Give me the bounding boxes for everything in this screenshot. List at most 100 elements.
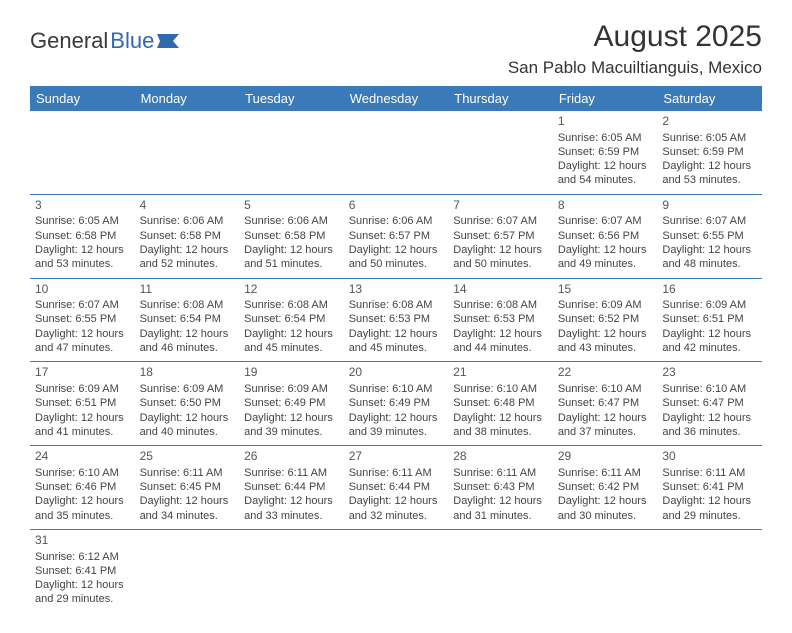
calendar-day-cell: 26Sunrise: 6:11 AMSunset: 6:44 PMDayligh… [239, 446, 344, 530]
calendar-day-cell: 6Sunrise: 6:06 AMSunset: 6:57 PMDaylight… [344, 194, 449, 278]
day-number: 13 [349, 282, 444, 298]
calendar-day-cell: 13Sunrise: 6:08 AMSunset: 6:53 PMDayligh… [344, 278, 449, 362]
daylight-text: Daylight: 12 hours [453, 243, 548, 257]
calendar-day-cell: 25Sunrise: 6:11 AMSunset: 6:45 PMDayligh… [135, 446, 240, 530]
day-number: 23 [662, 365, 757, 381]
sunrise-text: Sunrise: 6:11 AM [558, 466, 653, 480]
daylight-text: Daylight: 12 hours [662, 327, 757, 341]
daylight-text: and 40 minutes. [140, 425, 235, 439]
calendar-table: Sunday Monday Tuesday Wednesday Thursday… [30, 86, 762, 613]
daylight-text: Daylight: 12 hours [140, 243, 235, 257]
daylight-text: and 35 minutes. [35, 509, 130, 523]
sunrise-text: Sunrise: 6:12 AM [35, 550, 130, 564]
sunrise-text: Sunrise: 6:09 AM [244, 382, 339, 396]
calendar-week-row: 17Sunrise: 6:09 AMSunset: 6:51 PMDayligh… [30, 362, 762, 446]
day-number: 12 [244, 282, 339, 298]
logo: General Blue [30, 28, 179, 54]
daylight-text: Daylight: 12 hours [558, 494, 653, 508]
sunset-text: Sunset: 6:58 PM [140, 229, 235, 243]
calendar-day-cell: 22Sunrise: 6:10 AMSunset: 6:47 PMDayligh… [553, 362, 658, 446]
daylight-text: Daylight: 12 hours [349, 494, 444, 508]
daylight-text: Daylight: 12 hours [140, 327, 235, 341]
calendar-week-row: 1Sunrise: 6:05 AMSunset: 6:59 PMDaylight… [30, 111, 762, 194]
day-number: 24 [35, 449, 130, 465]
weekday-wednesday: Wednesday [344, 86, 449, 111]
calendar-day-cell [30, 111, 135, 194]
day-number: 28 [453, 449, 548, 465]
daylight-text: Daylight: 12 hours [35, 411, 130, 425]
calendar-day-cell: 1Sunrise: 6:05 AMSunset: 6:59 PMDaylight… [553, 111, 658, 194]
sunset-text: Sunset: 6:45 PM [140, 480, 235, 494]
calendar-week-row: 10Sunrise: 6:07 AMSunset: 6:55 PMDayligh… [30, 278, 762, 362]
daylight-text: Daylight: 12 hours [453, 327, 548, 341]
daylight-text: Daylight: 12 hours [453, 494, 548, 508]
sunset-text: Sunset: 6:57 PM [453, 229, 548, 243]
day-number: 17 [35, 365, 130, 381]
sunrise-text: Sunrise: 6:06 AM [140, 214, 235, 228]
daylight-text: Daylight: 12 hours [558, 243, 653, 257]
calendar-day-cell: 23Sunrise: 6:10 AMSunset: 6:47 PMDayligh… [657, 362, 762, 446]
sunrise-text: Sunrise: 6:07 AM [453, 214, 548, 228]
sunrise-text: Sunrise: 6:07 AM [35, 298, 130, 312]
sunrise-text: Sunrise: 6:08 AM [140, 298, 235, 312]
daylight-text: and 30 minutes. [558, 509, 653, 523]
sunset-text: Sunset: 6:44 PM [349, 480, 444, 494]
daylight-text: Daylight: 12 hours [244, 327, 339, 341]
day-number: 21 [453, 365, 548, 381]
calendar-day-cell: 4Sunrise: 6:06 AMSunset: 6:58 PMDaylight… [135, 194, 240, 278]
sunset-text: Sunset: 6:55 PM [35, 312, 130, 326]
calendar-day-cell: 9Sunrise: 6:07 AMSunset: 6:55 PMDaylight… [657, 194, 762, 278]
daylight-text: and 47 minutes. [35, 341, 130, 355]
sunset-text: Sunset: 6:47 PM [662, 396, 757, 410]
daylight-text: and 39 minutes. [349, 425, 444, 439]
title-block: August 2025 San Pablo Macuiltianguis, Me… [508, 20, 762, 78]
sunset-text: Sunset: 6:51 PM [35, 396, 130, 410]
daylight-text: Daylight: 12 hours [244, 494, 339, 508]
weekday-tuesday: Tuesday [239, 86, 344, 111]
sunrise-text: Sunrise: 6:11 AM [349, 466, 444, 480]
sunrise-text: Sunrise: 6:08 AM [349, 298, 444, 312]
calendar-day-cell: 17Sunrise: 6:09 AMSunset: 6:51 PMDayligh… [30, 362, 135, 446]
sunset-text: Sunset: 6:42 PM [558, 480, 653, 494]
sunrise-text: Sunrise: 6:08 AM [453, 298, 548, 312]
sunset-text: Sunset: 6:56 PM [558, 229, 653, 243]
calendar-day-cell [344, 111, 449, 194]
sunrise-text: Sunrise: 6:05 AM [662, 131, 757, 145]
sunset-text: Sunset: 6:41 PM [35, 564, 130, 578]
calendar-day-cell: 19Sunrise: 6:09 AMSunset: 6:49 PMDayligh… [239, 362, 344, 446]
daylight-text: Daylight: 12 hours [558, 411, 653, 425]
calendar-day-cell: 15Sunrise: 6:09 AMSunset: 6:52 PMDayligh… [553, 278, 658, 362]
calendar-day-cell: 7Sunrise: 6:07 AMSunset: 6:57 PMDaylight… [448, 194, 553, 278]
daylight-text: Daylight: 12 hours [558, 327, 653, 341]
daylight-text: and 29 minutes. [662, 509, 757, 523]
daylight-text: Daylight: 12 hours [35, 578, 130, 592]
sunrise-text: Sunrise: 6:09 AM [662, 298, 757, 312]
sunset-text: Sunset: 6:44 PM [244, 480, 339, 494]
daylight-text: and 50 minutes. [453, 257, 548, 271]
day-number: 30 [662, 449, 757, 465]
weekday-thursday: Thursday [448, 86, 553, 111]
calendar-day-cell: 18Sunrise: 6:09 AMSunset: 6:50 PMDayligh… [135, 362, 240, 446]
daylight-text: Daylight: 12 hours [349, 243, 444, 257]
calendar-day-cell [448, 111, 553, 194]
daylight-text: and 31 minutes. [453, 509, 548, 523]
daylight-text: Daylight: 12 hours [244, 411, 339, 425]
daylight-text: Daylight: 12 hours [662, 243, 757, 257]
calendar-day-cell: 30Sunrise: 6:11 AMSunset: 6:41 PMDayligh… [657, 446, 762, 530]
day-number: 11 [140, 282, 235, 298]
sunset-text: Sunset: 6:49 PM [244, 396, 339, 410]
sunrise-text: Sunrise: 6:07 AM [662, 214, 757, 228]
daylight-text: and 46 minutes. [140, 341, 235, 355]
daylight-text: and 49 minutes. [558, 257, 653, 271]
calendar-day-cell: 27Sunrise: 6:11 AMSunset: 6:44 PMDayligh… [344, 446, 449, 530]
day-number: 7 [453, 198, 548, 214]
sunset-text: Sunset: 6:59 PM [558, 145, 653, 159]
sunrise-text: Sunrise: 6:06 AM [244, 214, 339, 228]
sunrise-text: Sunrise: 6:10 AM [35, 466, 130, 480]
day-number: 3 [35, 198, 130, 214]
day-number: 14 [453, 282, 548, 298]
daylight-text: and 51 minutes. [244, 257, 339, 271]
day-number: 9 [662, 198, 757, 214]
daylight-text: Daylight: 12 hours [35, 327, 130, 341]
sunrise-text: Sunrise: 6:11 AM [140, 466, 235, 480]
